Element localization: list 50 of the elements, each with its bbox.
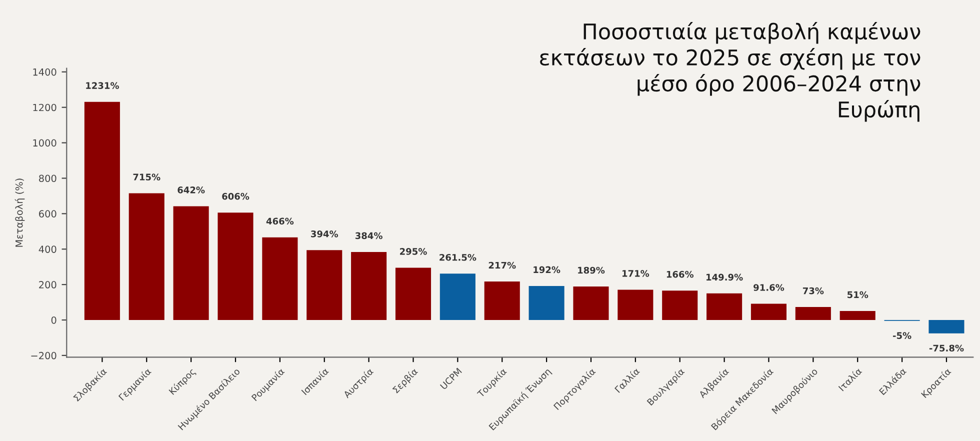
bar bbox=[395, 268, 432, 320]
data-label: 166% bbox=[666, 270, 694, 278]
data-label: 642% bbox=[178, 186, 205, 194]
y-axis-title: Μεταβολή (%) bbox=[14, 178, 25, 247]
y-tick-label: 1000 bbox=[33, 139, 56, 147]
data-label: 261.5% bbox=[440, 254, 476, 261]
bar bbox=[840, 310, 876, 320]
bar bbox=[573, 286, 609, 320]
data-label: 171% bbox=[622, 270, 650, 277]
data-label: 715% bbox=[133, 174, 160, 180]
y-tick-label: 600 bbox=[39, 210, 56, 218]
bar bbox=[795, 307, 831, 320]
data-label: 295% bbox=[400, 248, 427, 255]
y-tick-label: −200 bbox=[31, 352, 56, 360]
bar bbox=[128, 193, 164, 320]
data-label: 1231% bbox=[86, 82, 119, 89]
bar bbox=[218, 212, 254, 320]
data-label: 192% bbox=[534, 266, 560, 274]
data-label: 73% bbox=[802, 287, 824, 294]
y-tick-label: 1400 bbox=[33, 68, 56, 76]
bar bbox=[662, 290, 698, 320]
bar bbox=[928, 320, 964, 334]
bar bbox=[84, 102, 120, 320]
data-label: -5% bbox=[892, 332, 912, 339]
data-label: 394% bbox=[311, 230, 338, 238]
bar bbox=[528, 286, 564, 320]
bar bbox=[618, 290, 654, 320]
bar bbox=[706, 293, 742, 320]
bar bbox=[484, 282, 520, 320]
data-label: -75.8% bbox=[929, 344, 964, 352]
data-label: 51% bbox=[848, 291, 868, 298]
data-label: 606% bbox=[222, 192, 250, 200]
bar bbox=[750, 304, 787, 320]
chart-title: Ποσοστιαία μεταβολή καμένων εκτάσεων το 2025 σε σχέση με τον μέσο όρο 2006–2024 στην Ευρώπη bbox=[540, 22, 920, 122]
bar bbox=[440, 274, 476, 320]
data-label: 189% bbox=[578, 266, 605, 274]
y-tick-label: 400 bbox=[38, 246, 56, 253]
y-tick-label: 0 bbox=[51, 316, 56, 324]
bar bbox=[351, 252, 387, 320]
y-tick-label: 1200 bbox=[33, 104, 56, 112]
y-tick-label: 800 bbox=[39, 174, 56, 182]
data-label: 466% bbox=[266, 218, 294, 225]
bar bbox=[262, 237, 298, 320]
data-label: 384% bbox=[355, 232, 382, 240]
data-label: 217% bbox=[488, 262, 516, 269]
y-tick-label: 200 bbox=[39, 281, 56, 288]
bar bbox=[173, 206, 209, 320]
data-label: 91.6% bbox=[754, 284, 784, 291]
bar bbox=[306, 250, 342, 320]
data-label: 149.9% bbox=[706, 274, 743, 281]
